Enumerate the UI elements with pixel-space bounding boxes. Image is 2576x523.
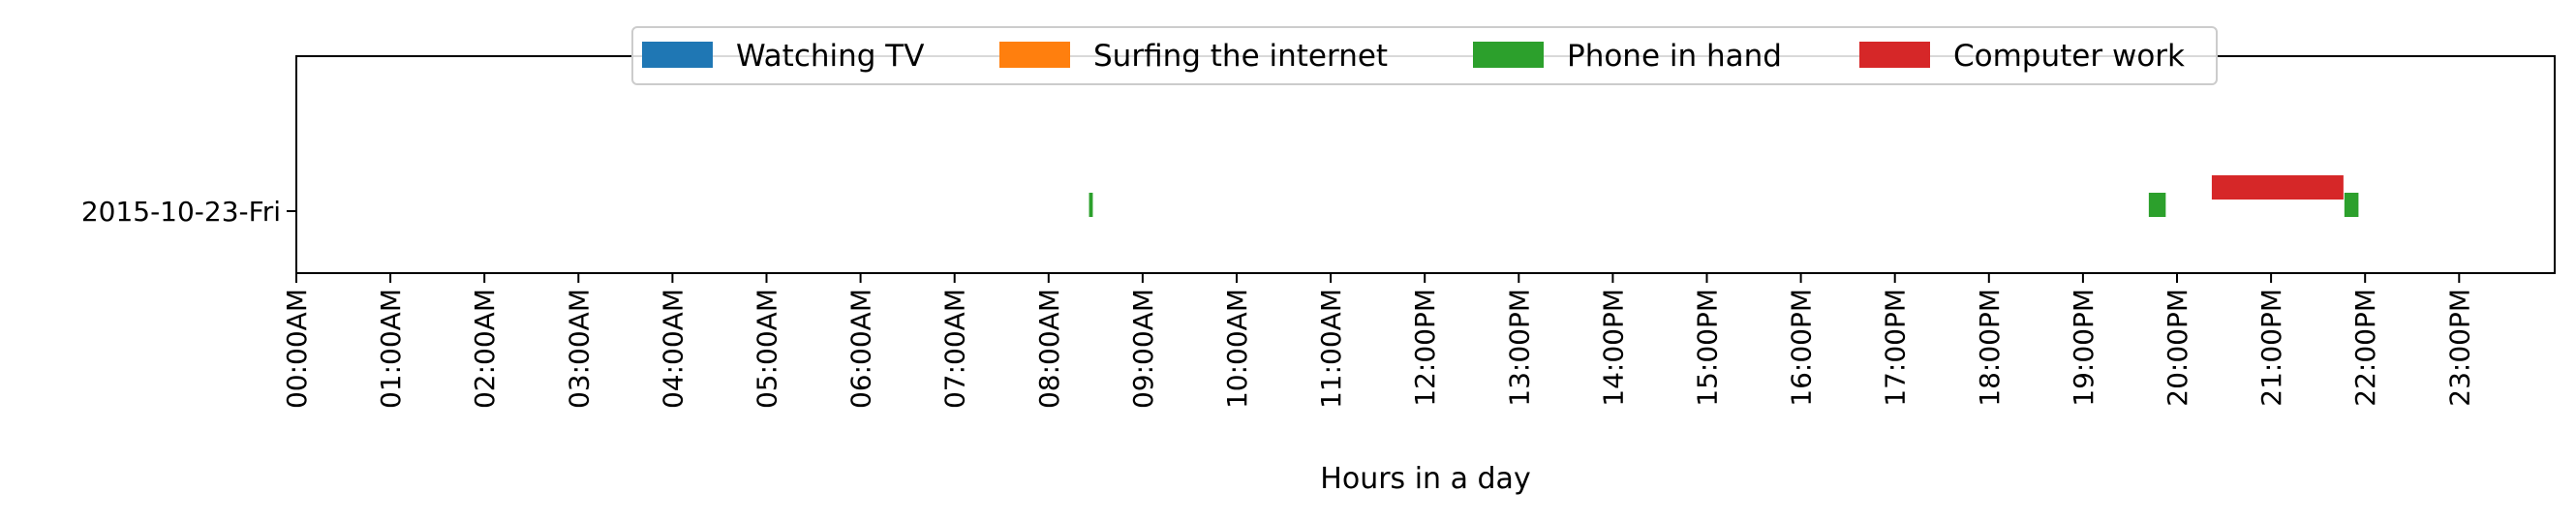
x-tick-label: 22:00PM [2349, 289, 2381, 407]
activity-bar [2211, 175, 2344, 200]
x-tick-label: 13:00PM [1503, 289, 1535, 407]
activity-bar [2148, 193, 2166, 217]
x-tick-label: 16:00PM [1786, 289, 1818, 407]
legend-box [631, 26, 2218, 85]
x-tick-label: 09:00AM [1127, 289, 1159, 409]
x-tick-label: 07:00AM [939, 289, 971, 409]
legend-label: Phone in hand [1567, 39, 1782, 74]
activity-segments [1089, 175, 2359, 217]
legend-swatch [642, 42, 713, 68]
x-tick-label: 23:00PM [2443, 289, 2475, 407]
x-tick-label: 06:00AM [845, 289, 877, 409]
x-tick-label: 15:00PM [1692, 289, 1724, 407]
legend-swatch [1473, 42, 1544, 68]
y-axis: 2015-10-23-Fri [81, 196, 296, 228]
plot-area [295, 55, 2556, 274]
x-tick-label: 19:00PM [2068, 289, 2100, 407]
y-tick-label: 2015-10-23-Fri [81, 196, 281, 228]
x-tick-label: 01:00AM [375, 289, 407, 409]
legend-label: Surfing the internet [1093, 39, 1388, 74]
x-tick-label: 02:00AM [469, 289, 501, 409]
x-tick-label: 20:00PM [2162, 289, 2193, 407]
activity-bar [2344, 193, 2359, 217]
x-tick-label: 05:00AM [751, 289, 783, 409]
legend-swatch [999, 42, 1070, 68]
x-axis-label: Hours in a day [1320, 462, 1530, 496]
x-tick-label: 14:00PM [1597, 289, 1629, 407]
x-axis: 00:00AM 01:00AM 02:00AM 03:00AM 04:00AM 05:00… [281, 273, 2475, 409]
x-tick-label: 00:00AM [281, 289, 313, 409]
x-tick-label: 21:00PM [2255, 289, 2287, 407]
x-tick-label: 10:00AM [1221, 289, 1253, 409]
x-tick-label: 17:00PM [1880, 289, 1912, 407]
legend: Watching TV Surfing the internet Phone in … [631, 26, 2218, 85]
x-tick-label: 12:00PM [1409, 289, 1441, 407]
x-tick-label: 04:00AM [657, 289, 689, 409]
legend-swatch [1859, 42, 1930, 68]
legend-label: Watching TV [736, 39, 924, 74]
x-tick-label: 08:00AM [1033, 289, 1065, 409]
legend-label: Computer work [1953, 39, 2185, 74]
x-tick-label: 03:00AM [563, 289, 595, 409]
activity-bar [1089, 193, 1093, 217]
x-tick-label: 18:00PM [1974, 289, 2006, 407]
x-tick-label: 11:00AM [1315, 289, 1347, 409]
